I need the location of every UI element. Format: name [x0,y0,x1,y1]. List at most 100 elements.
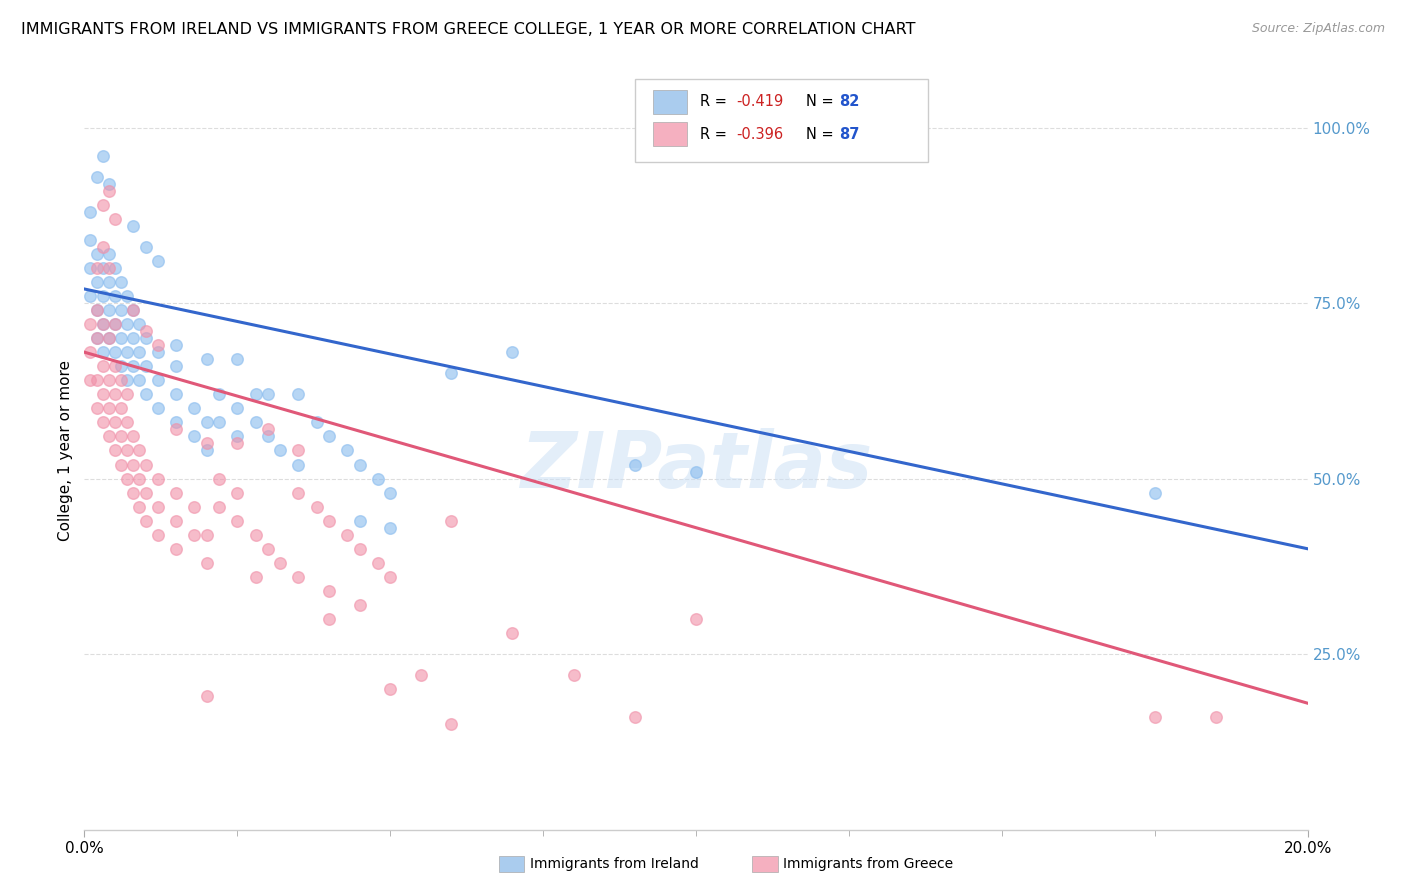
Point [104,345,127,359]
Y-axis label: College, 1 year or more: College, 1 year or more [58,360,73,541]
Bar [654,89,688,114]
Point [104,416,127,430]
Point [367,556,389,570]
Point [79,204,101,219]
Point [269,556,291,570]
Point [245,570,267,584]
Point [380,570,402,584]
Point [97,429,120,443]
Point [104,387,127,401]
Point [195,443,218,458]
Point [122,303,145,318]
Point [208,500,231,514]
Point [440,717,463,731]
Point [97,177,120,191]
Text: R =: R = [700,95,731,109]
Point [380,521,402,535]
Point [110,275,132,289]
Point [226,429,249,443]
Point [79,260,101,275]
Point [104,260,127,275]
FancyBboxPatch shape [636,79,928,162]
Point [86,275,108,289]
Point [146,500,169,514]
Point [104,443,127,458]
Point [128,345,150,359]
Point [208,471,231,485]
Point [115,289,138,303]
Point [165,359,187,374]
Point [115,471,138,485]
Point [91,317,114,331]
Point [349,598,371,612]
Text: 82: 82 [839,95,859,109]
Point [287,443,309,458]
Point [183,527,205,541]
Point [91,260,114,275]
Point [269,443,291,458]
Point [128,373,150,387]
Point [122,458,145,472]
Point [257,429,280,443]
Point [97,331,120,345]
Point [91,148,114,162]
Text: N =: N = [806,127,838,142]
Point [128,443,150,458]
Point [195,689,218,703]
Point [104,211,127,226]
Point [226,352,249,367]
Point [104,317,127,331]
Point [122,303,145,318]
Point [86,331,108,345]
Point [104,359,127,374]
Point [86,260,108,275]
Point [91,289,114,303]
Point [349,541,371,556]
Point [685,612,707,626]
Point [146,401,169,416]
Point [624,458,647,472]
Point [110,429,132,443]
Point [195,416,218,430]
Point [86,331,108,345]
Point [165,338,187,352]
Point [226,485,249,500]
Point [685,465,707,479]
Point [135,514,157,528]
Point [115,345,138,359]
Point [195,436,218,450]
Point [208,387,231,401]
Point [122,485,145,500]
Point [115,387,138,401]
Point [86,373,108,387]
Point [367,471,389,485]
Point [110,373,132,387]
Point [257,422,280,436]
Text: ZIPatlas: ZIPatlas [520,427,872,504]
Point [86,303,108,318]
Point [336,443,359,458]
Point [226,436,249,450]
Point [97,247,120,261]
Point [287,458,309,472]
Point [208,416,231,430]
Point [1143,710,1166,724]
Point [104,289,127,303]
Point [336,527,359,541]
Point [183,401,205,416]
Text: R =: R = [700,127,731,142]
Point [79,373,101,387]
Point [97,373,120,387]
Point [122,331,145,345]
Point [115,416,138,430]
Point [110,401,132,416]
Point [97,303,120,318]
Point [91,345,114,359]
Point [146,471,169,485]
Point [165,422,187,436]
Point [86,169,108,184]
Point [1205,710,1227,724]
Point [115,373,138,387]
Point [146,345,169,359]
Point [135,331,157,345]
